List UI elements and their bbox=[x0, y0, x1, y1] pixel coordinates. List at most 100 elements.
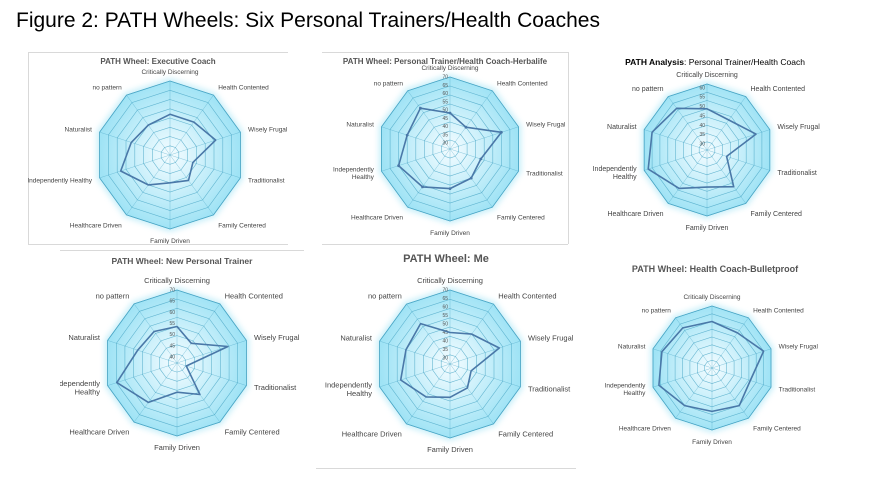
tick-label: 55 bbox=[442, 99, 448, 105]
radar-chart: 70 65 60 55 50 45 40 35 30 Critically Discerning H… bbox=[325, 276, 574, 454]
tick-label: 60 bbox=[442, 305, 448, 311]
axis-label: Naturalist bbox=[65, 127, 93, 134]
radar-spoke bbox=[711, 367, 772, 388]
panel-border bbox=[60, 250, 304, 251]
axis-label: Health Contented bbox=[498, 292, 556, 301]
data-point bbox=[500, 130, 503, 134]
panel-border bbox=[28, 52, 29, 244]
data-point bbox=[397, 164, 400, 168]
axis-label: Family Centered bbox=[753, 426, 801, 433]
radar-spoke bbox=[449, 340, 521, 365]
chart-title-rest: : Personal Trainer/Health Coach bbox=[683, 57, 805, 67]
series-line bbox=[399, 322, 501, 399]
tick-label: 50 bbox=[442, 322, 448, 328]
data-point bbox=[405, 133, 409, 137]
axis-label: Health Contented bbox=[225, 292, 283, 301]
axis-label: Naturalist bbox=[340, 334, 373, 343]
radar-spoke bbox=[169, 154, 214, 216]
figure-title: Figure 2: PATH Wheels: Six Personal Trai… bbox=[16, 9, 600, 32]
radar-spoke bbox=[176, 340, 247, 364]
series-line bbox=[115, 325, 229, 404]
radar-spoke bbox=[107, 362, 178, 386]
data-point bbox=[421, 185, 424, 189]
axis-label: no pattern bbox=[368, 292, 402, 301]
tick-label: 45 bbox=[699, 113, 705, 119]
tick-label: 50 bbox=[442, 108, 448, 114]
tick-label: 40 bbox=[442, 124, 448, 130]
radar-spoke bbox=[381, 148, 451, 172]
panel-border bbox=[322, 244, 568, 245]
axis-label: Family Centered bbox=[218, 222, 266, 229]
axis-label: Traditionalist bbox=[526, 171, 563, 178]
radar-spoke bbox=[667, 149, 708, 204]
radar-chart: 60 55 50 45 40 35 30 Critically Discerning Healt… bbox=[593, 72, 821, 232]
radar-spoke bbox=[449, 363, 521, 388]
axis-label: Critically Discerning bbox=[417, 276, 483, 285]
tick-label: 55 bbox=[169, 321, 175, 327]
data-point bbox=[448, 187, 452, 191]
radar-spoke bbox=[169, 154, 241, 179]
axis-label: Critically Discerning bbox=[676, 72, 738, 79]
axis-label: Family Driven bbox=[686, 225, 729, 232]
axis-label: Traditionalist bbox=[528, 384, 571, 393]
axis-label: Healthcare Driven bbox=[619, 426, 671, 433]
radar-spoke bbox=[706, 149, 747, 204]
radar-spoke bbox=[449, 363, 494, 425]
axis-label: Naturalist bbox=[68, 333, 101, 342]
data-point bbox=[448, 111, 452, 115]
axis-label: Critically Discerning bbox=[141, 69, 198, 76]
radar-spoke bbox=[379, 340, 451, 365]
axis-label: no pattern bbox=[93, 85, 123, 92]
axis-label: Wisely Frugal bbox=[528, 334, 574, 343]
axis-label: Wisely Frugal bbox=[526, 121, 566, 128]
tick-label: 55 bbox=[442, 313, 448, 319]
radar-spoke bbox=[133, 362, 178, 423]
tick-label: 40 bbox=[442, 339, 448, 345]
axis-label: Family Driven bbox=[154, 443, 200, 452]
axis-label: Wisely Frugal bbox=[254, 333, 300, 342]
radar-chart: Critically Discerning Health Contented Wis… bbox=[28, 69, 288, 244]
data-point bbox=[464, 125, 468, 129]
chart-title: PATH Wheel: Health Coach-Bulletproof bbox=[631, 264, 799, 274]
radar-spoke bbox=[706, 96, 747, 151]
chart-title: PATH Wheel: Me bbox=[403, 253, 489, 265]
tick-label: 60 bbox=[169, 310, 175, 316]
tick-label: 60 bbox=[699, 85, 705, 91]
radar-spoke bbox=[667, 96, 708, 151]
series-line bbox=[658, 320, 765, 413]
radar-spoke bbox=[706, 149, 770, 171]
axis-label: Critically Discerning bbox=[421, 65, 478, 72]
axis-label: Naturalist bbox=[607, 124, 637, 131]
axis-label: Traditionalist bbox=[248, 177, 285, 184]
axis-label: Family Driven bbox=[430, 230, 470, 237]
radar-spoke bbox=[406, 363, 451, 425]
tick-label: 30 bbox=[442, 141, 448, 147]
radar-chart: 70 65 60 55 50 45 40 Critically Discerning Healt… bbox=[60, 276, 300, 452]
radar-spoke bbox=[407, 90, 451, 150]
radar-chart-panel: Critically Discerning Health Contented Wis… bbox=[28, 52, 288, 244]
axis-label: Critically Discerning bbox=[683, 294, 740, 301]
radar-spoke bbox=[449, 148, 519, 172]
radar-spoke bbox=[711, 348, 772, 369]
radar-chart-panel: 70 65 60 55 50 45 40 Critically Discerning Healt… bbox=[60, 250, 304, 460]
tick-label: 55 bbox=[699, 95, 705, 101]
panel-border bbox=[28, 244, 288, 245]
data-point bbox=[469, 176, 473, 180]
tick-label: 50 bbox=[699, 104, 705, 110]
radar-spoke bbox=[449, 126, 519, 150]
chart-title: PATH Wheel: New Personal Trainer bbox=[111, 256, 253, 266]
radar-chart-panel: 70 65 60 55 50 45 40 35 30 Critically Discerning H… bbox=[322, 52, 568, 244]
radar-spoke bbox=[644, 129, 708, 151]
panel-border bbox=[316, 468, 576, 469]
radar-chart: Critically Discerning Health Contented Wis… bbox=[605, 294, 819, 446]
chart-title: PATH Wheel: Executive Coach bbox=[100, 57, 216, 66]
axis-label: Family Centered bbox=[498, 429, 553, 438]
axis-label: Traditionalist bbox=[779, 387, 816, 394]
tick-label: 60 bbox=[442, 91, 448, 97]
axis-label: Family Centered bbox=[751, 211, 802, 218]
axis-label: Healthcare Driven bbox=[607, 211, 663, 218]
